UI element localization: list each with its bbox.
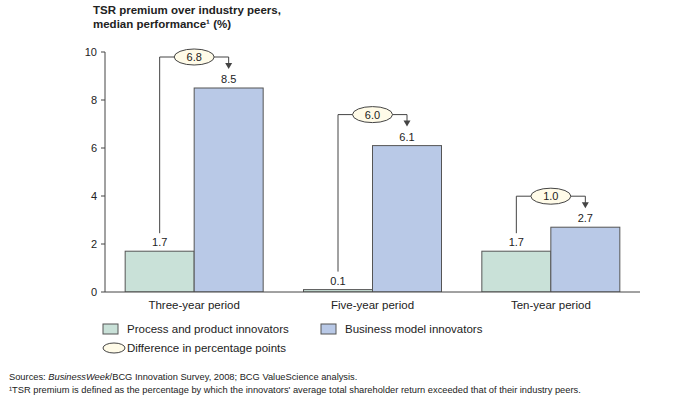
difference-label: 6.8 xyxy=(187,51,202,63)
data-label: 1.7 xyxy=(509,236,524,248)
legend-label: Business model innovators xyxy=(345,323,483,335)
difference-label: 1.0 xyxy=(543,190,558,202)
y-tick xyxy=(101,148,105,149)
y-tick xyxy=(101,52,105,53)
difference-label: 6.0 xyxy=(365,109,380,121)
y-tick-label: 4 xyxy=(91,190,97,202)
bar xyxy=(482,251,551,292)
bars xyxy=(125,88,620,292)
legend-badge xyxy=(103,343,125,353)
difference-badge xyxy=(531,188,571,204)
y-tick xyxy=(101,244,105,245)
x-axis xyxy=(105,292,640,293)
y-tick xyxy=(101,100,105,101)
bar xyxy=(194,88,263,292)
difference-badge xyxy=(353,107,393,123)
legend-swatch xyxy=(321,324,336,334)
subtitle: median performance¹ (%) xyxy=(93,18,231,30)
legend-label: Process and product innovators xyxy=(127,323,289,335)
difference-bracket xyxy=(338,115,407,272)
difference-bracket xyxy=(160,57,229,233)
source-text: BusinessWeek xyxy=(48,372,109,382)
sources: Sources: BusinessWeek/BCG Innovation Sur… xyxy=(9,372,677,384)
data-label: 1.7 xyxy=(152,236,167,248)
bar xyxy=(373,146,442,292)
data-label: 2.7 xyxy=(578,212,593,224)
difference-arrow xyxy=(582,202,589,208)
y-tick-label: 8 xyxy=(91,94,97,106)
category-label: Five-year period xyxy=(331,299,414,311)
data-label: 6.1 xyxy=(399,131,414,143)
y-axis xyxy=(105,52,106,292)
legend-swatch xyxy=(103,324,118,334)
y-tick-label: 0 xyxy=(91,286,97,298)
bar xyxy=(551,227,620,292)
category-label: Ten-year period xyxy=(511,299,591,311)
bar xyxy=(125,251,194,292)
difference-arrow xyxy=(225,63,232,69)
y-tick xyxy=(101,196,105,197)
chart: TSR premium over industry peers, median p… xyxy=(0,0,686,419)
y-tick xyxy=(101,292,105,293)
legend-label: Difference in percentage points xyxy=(127,342,286,354)
category-label: Three-year period xyxy=(148,299,239,311)
title: TSR premium over industry peers, xyxy=(93,4,281,16)
difference-badge xyxy=(174,49,214,65)
source-text: Sources: xyxy=(9,372,48,382)
source-text: /BCG Innovation Survey, 2008; BCG ValueS… xyxy=(110,372,358,382)
y-tick-label: 2 xyxy=(91,238,97,250)
data-label: 0.1 xyxy=(330,275,345,287)
footnote: ¹TSR premium is defined as the percentag… xyxy=(9,385,677,397)
data-label: 8.5 xyxy=(221,73,236,85)
difference-arrow xyxy=(404,121,411,127)
y-tick-label: 6 xyxy=(91,142,97,154)
y-tick-label: 10 xyxy=(85,46,97,58)
